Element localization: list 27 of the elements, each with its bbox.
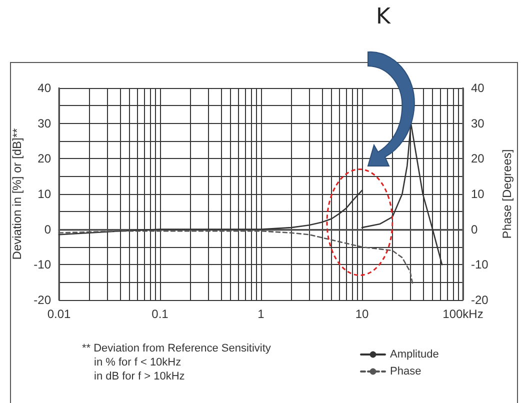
y-tick-label: -20 — [34, 293, 52, 307]
x-tick-label: 100kHz — [442, 307, 484, 321]
text: K — [376, 4, 391, 30]
y2-tick-label: 20 — [471, 152, 485, 166]
y-tick-label: 30 — [38, 116, 52, 130]
y-axis-title: Deviation in [%] or [dB]** — [10, 128, 24, 260]
y2-tick-label: 0 — [471, 222, 478, 236]
y2-tick-label: -10 — [471, 258, 489, 272]
legend-label: Amplitude — [390, 348, 439, 360]
y2-tick-label: 10 — [471, 187, 485, 201]
x-tick-label: 0.01 — [47, 307, 71, 321]
y2-tick-label: -20 — [471, 293, 489, 307]
text: in % for f < 10kHz — [94, 356, 182, 368]
y2-tick-label: 30 — [471, 116, 485, 130]
x-tick-label: 10 — [355, 307, 369, 321]
y2-axis-title: Phase [Degrees] — [500, 149, 514, 239]
y-tick-label: 10 — [38, 187, 52, 201]
y-tick-label: 0 — [44, 222, 52, 236]
x-tick-label: 0.1 — [152, 307, 169, 321]
text: in dB for f > 10kHz — [94, 370, 185, 382]
y-tick-label: 40 — [38, 81, 52, 95]
y-tick-label: 20 — [38, 152, 52, 166]
y2-tick-label: 40 — [471, 81, 485, 95]
legend-label: Phase — [390, 366, 422, 378]
y-tick-label: -10 — [34, 258, 52, 272]
x-tick-label: 1 — [258, 307, 265, 321]
text: ** Deviation from Reference Sensitivity — [82, 342, 272, 354]
